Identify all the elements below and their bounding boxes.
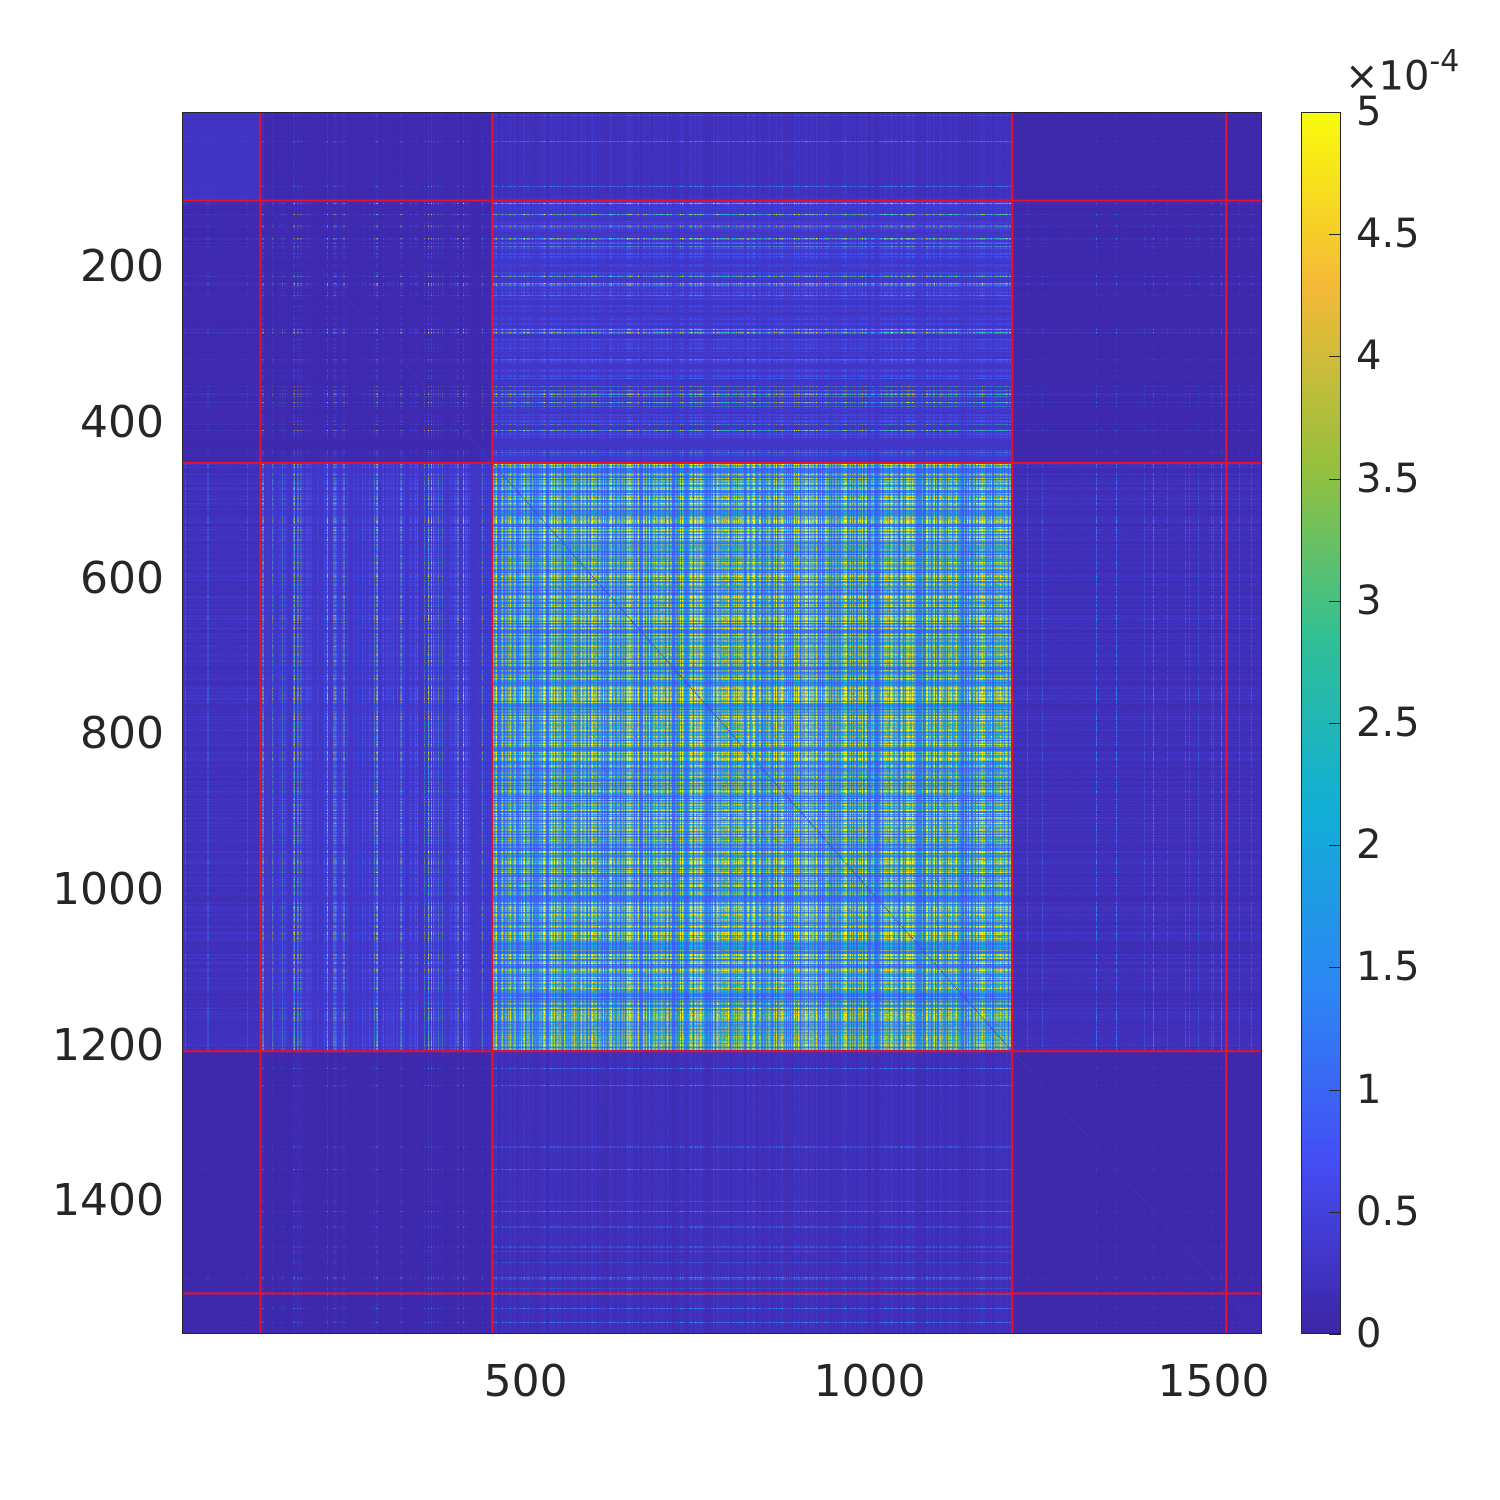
colorbar-tick-label: 2 <box>1356 822 1382 869</box>
colorbar-tick-label: 0.5 <box>1356 1188 1420 1235</box>
y-tick-label: 1200 <box>52 1019 164 1071</box>
x-tick-label: 500 <box>483 1356 568 1407</box>
colorbar-tick-label: 1.5 <box>1356 944 1420 991</box>
group-boundary-lines <box>183 113 1261 1333</box>
colorbar-tick-label: 3.5 <box>1356 455 1420 502</box>
y-tick-label: 800 <box>80 708 164 760</box>
y-tick-label: 1400 <box>52 1175 164 1227</box>
colorbar-exponent: ×10-4 <box>1345 44 1460 100</box>
y-tick-label: 600 <box>80 552 164 604</box>
colorbar-tick-label: 2.5 <box>1356 700 1420 746</box>
colorbar-tick-mark <box>1329 356 1341 358</box>
x-tick-label: 1000 <box>813 1356 926 1407</box>
y-tick-label: 1000 <box>52 863 164 915</box>
colorbar-tick-label: 0 <box>1356 1311 1382 1357</box>
colorbar-tick-label: 5 <box>1356 89 1382 135</box>
colorbar-tick-label: 1 <box>1356 1066 1382 1113</box>
colorbar-tick-mark <box>1329 723 1341 724</box>
colorbar-tick-mark <box>1329 967 1341 969</box>
y-tick-label: 400 <box>80 396 164 448</box>
heatmap-image <box>183 113 1261 1333</box>
x-tick-label: 1500 <box>1157 1356 1270 1407</box>
colorbar-tick-mark <box>1329 478 1341 480</box>
colorbar-tick-label: 4.5 <box>1356 211 1420 258</box>
colorbar-tick-mark <box>1329 1089 1341 1091</box>
colorbar-tick-label: 4 <box>1356 333 1382 380</box>
heatmap-plot-area <box>182 112 1262 1334</box>
colorbar-tick-mark <box>1329 600 1341 602</box>
colorbar-tick-mark <box>1329 845 1341 847</box>
colorbar-tick-mark <box>1329 1211 1341 1213</box>
colorbar-tick-mark <box>1329 234 1341 236</box>
colorbar-tick-label: 3 <box>1356 577 1382 624</box>
y-tick-label: 200 <box>80 241 164 293</box>
colorbar-tick-mark <box>1329 112 1341 113</box>
colorbar-tick-mark <box>1329 1334 1341 1335</box>
